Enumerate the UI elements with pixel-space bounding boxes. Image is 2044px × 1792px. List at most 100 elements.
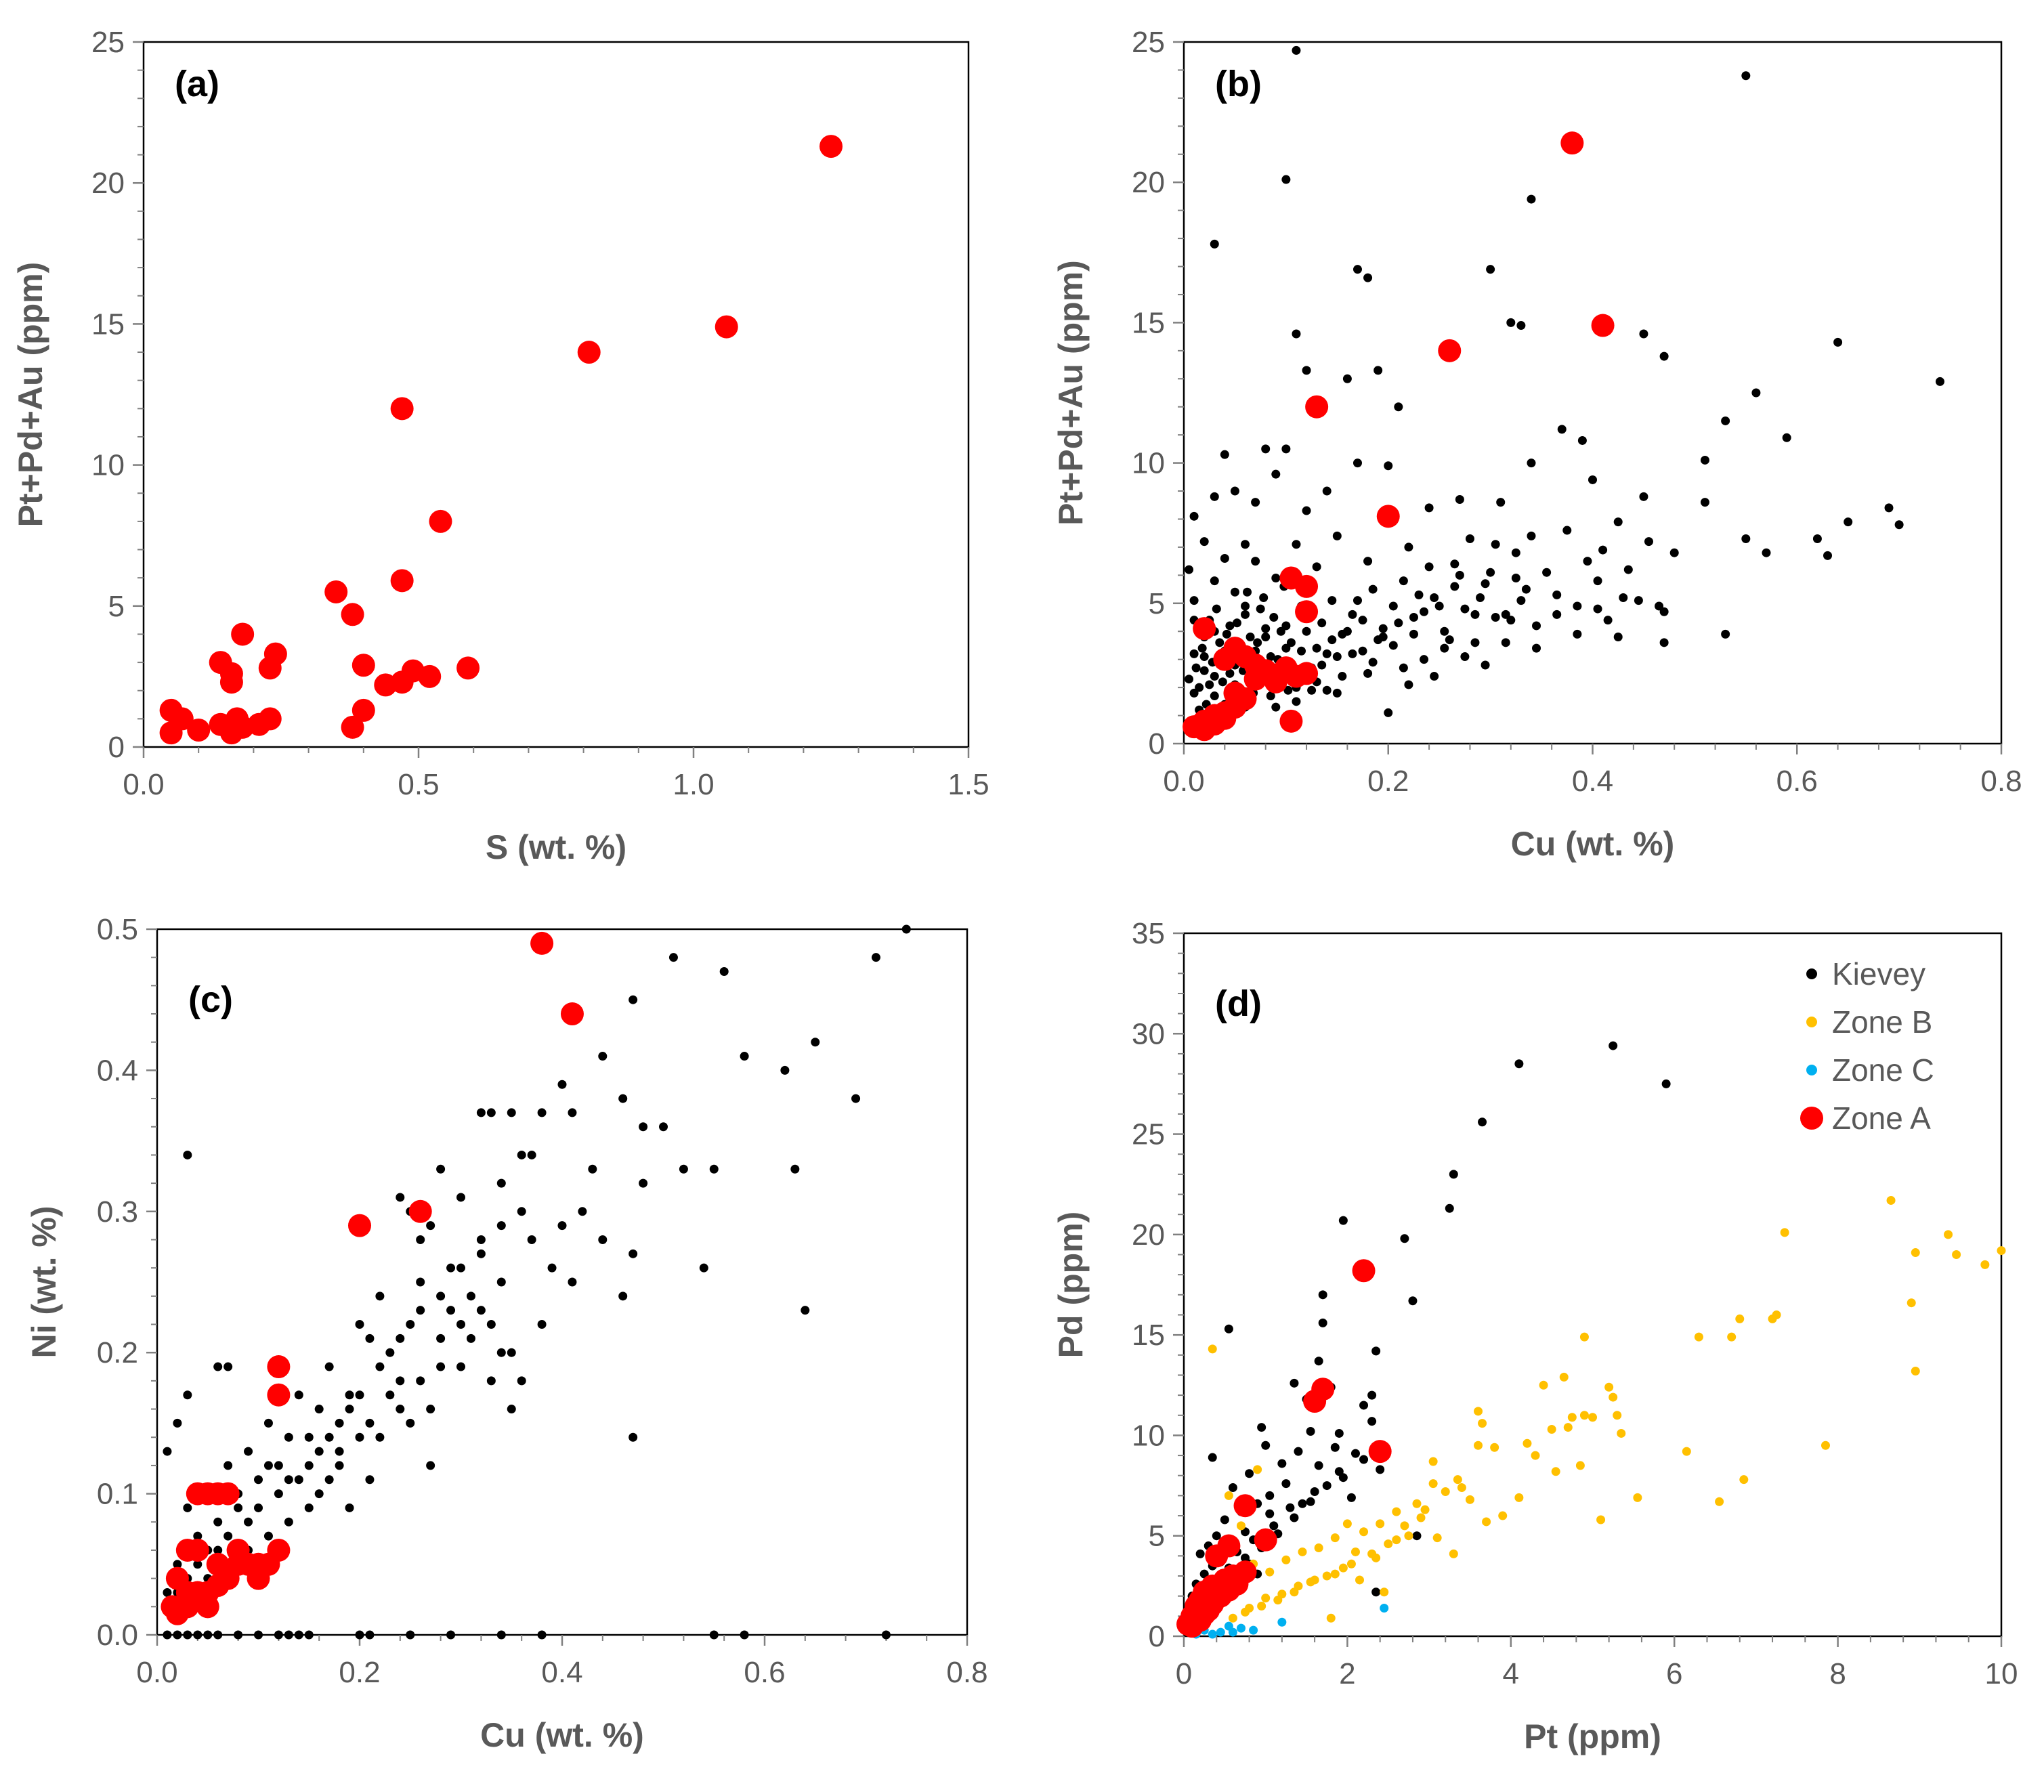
data-point-kievey <box>1327 596 1337 605</box>
data-point-kievey <box>1527 531 1536 540</box>
legend-marker-kievey <box>1806 968 1817 979</box>
data-point-zone-b <box>1441 1487 1450 1496</box>
data-point-kievey <box>335 1461 344 1470</box>
data-point-kievey <box>1659 351 1669 361</box>
data-point-kievey <box>1721 629 1730 639</box>
data-point-kievey <box>1521 584 1531 594</box>
panel-label: (b) <box>1215 64 1262 104</box>
data-point-kievey <box>1762 548 1771 557</box>
data-point-kievey <box>365 1334 375 1343</box>
x-tick-label: 0.8 <box>946 1656 987 1689</box>
data-point-zone-a <box>1213 706 1237 730</box>
data-point-zone-b <box>1338 1563 1348 1573</box>
data-point-kievey <box>496 1348 506 1357</box>
data-point-kievey <box>1290 1513 1299 1522</box>
data-point-kievey <box>314 1489 324 1499</box>
data-point-kievey <box>1844 517 1853 527</box>
data-point-kievey <box>1199 1569 1209 1579</box>
data-point-kievey <box>1486 568 1495 577</box>
data-point-kievey <box>254 1503 263 1512</box>
data-point-kievey <box>578 1207 587 1216</box>
x-tick-label: 1.5 <box>948 768 989 801</box>
data-point-kievey <box>1292 697 1301 706</box>
data-point-kievey <box>496 1221 506 1231</box>
data-point-kievey <box>568 1277 577 1287</box>
data-point-kievey <box>1634 596 1643 605</box>
data-point-kievey <box>345 1390 354 1400</box>
y-tick-label: 20 <box>1132 166 1165 199</box>
data-point-kievey <box>1394 618 1403 628</box>
data-point-kievey <box>1440 643 1449 653</box>
y-tick-label: 5 <box>1149 587 1165 620</box>
data-point-zone-a <box>429 509 452 533</box>
data-point-kievey <box>1318 1290 1327 1300</box>
data-point-zone-b <box>1604 1382 1614 1392</box>
data-point-kievey <box>719 967 729 977</box>
data-point-kievey <box>1261 633 1271 642</box>
data-point-kievey <box>1271 702 1281 712</box>
data-point-zone-b <box>1567 1413 1577 1422</box>
data-point-kievey <box>1294 1447 1303 1456</box>
data-point-kievey <box>1496 498 1506 507</box>
data-point-zone-b <box>1449 1549 1458 1558</box>
data-point-kievey <box>557 1221 567 1231</box>
data-point-kievey <box>335 1418 344 1428</box>
data-point-zone-b <box>1367 1549 1377 1558</box>
data-point-zone-a <box>1438 339 1462 362</box>
data-point-kievey <box>1583 557 1592 566</box>
data-point-zone-b <box>1694 1332 1703 1342</box>
data-point-kievey <box>1358 646 1367 656</box>
data-point-kievey <box>263 1461 273 1470</box>
data-point-kievey <box>173 1560 182 1569</box>
data-point-kievey <box>456 1362 465 1371</box>
data-point-kievey <box>1338 1216 1348 1225</box>
data-point-kievey <box>1208 1453 1217 1462</box>
data-point-kievey <box>446 1263 456 1273</box>
data-point-kievey <box>173 1630 182 1640</box>
data-point-kievey <box>396 1193 405 1202</box>
x-tick-label: 4 <box>1503 1657 1519 1690</box>
data-point-kievey <box>1527 194 1536 204</box>
y-axis-title: Pt+Pd+Au (ppm) <box>1052 260 1090 526</box>
data-point-kievey <box>476 1108 486 1117</box>
data-point-kievey <box>1751 388 1761 398</box>
data-point-zone-a <box>352 698 375 722</box>
data-point-kievey <box>294 1475 303 1485</box>
y-tick-label: 25 <box>1132 1118 1165 1151</box>
data-point-kievey <box>163 1630 172 1640</box>
data-point-kievey <box>193 1630 203 1640</box>
data-point-kievey <box>1486 265 1495 274</box>
data-point-kievey <box>527 1235 536 1244</box>
y-tick-label: 10 <box>1132 447 1165 480</box>
data-point-kievey <box>426 1221 435 1231</box>
data-point-zone-b <box>1265 1567 1275 1577</box>
data-point-zone-a <box>1254 1528 1277 1552</box>
data-point-kievey <box>851 1094 861 1103</box>
data-point-kievey <box>1491 540 1500 549</box>
x-tick-label: 6 <box>1666 1657 1682 1690</box>
data-point-zone-b <box>1245 1603 1254 1613</box>
data-point-kievey <box>1195 683 1204 692</box>
data-point-zone-a <box>216 1482 240 1506</box>
data-point-kievey <box>496 1277 506 1287</box>
data-point-zone-b <box>1911 1248 1920 1258</box>
data-point-kievey <box>1199 652 1209 662</box>
data-point-kievey <box>1619 593 1628 603</box>
data-point-kievey <box>537 1630 547 1640</box>
data-point-kievey <box>1257 1423 1266 1432</box>
data-point-kievey <box>1782 433 1791 442</box>
data-point-kievey <box>1367 1390 1377 1400</box>
data-point-zone-a <box>258 656 282 680</box>
data-point-kievey <box>355 1630 364 1640</box>
x-tick-label: 0 <box>1176 1657 1192 1690</box>
data-point-kievey <box>1414 590 1424 599</box>
data-point-kievey <box>1318 1318 1327 1327</box>
data-point-zone-a <box>1295 600 1319 624</box>
data-point-kievey <box>1481 579 1490 589</box>
data-point-kievey <box>740 1052 749 1061</box>
data-point-kievey <box>1552 590 1562 599</box>
panel-label: (d) <box>1215 983 1262 1024</box>
data-point-kievey <box>598 1052 608 1061</box>
data-point-kievey <box>1265 1491 1275 1500</box>
data-point-kievey <box>244 1517 253 1527</box>
